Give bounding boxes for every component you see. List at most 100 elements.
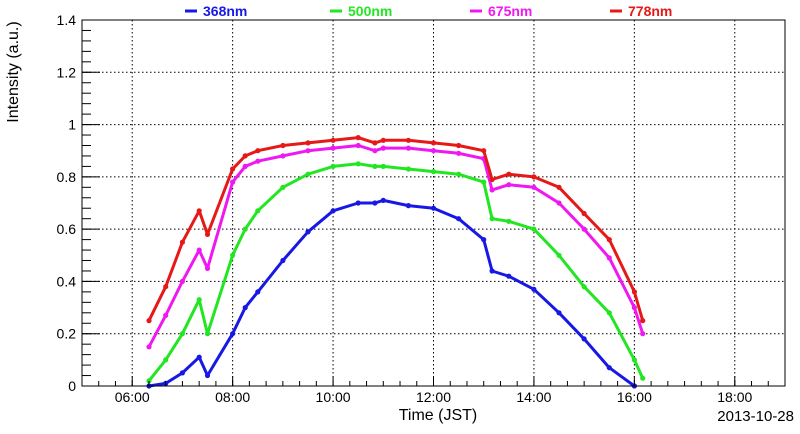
data-point [489,176,495,183]
data-point [640,331,646,337]
data-point [380,145,386,151]
data-point [355,161,361,167]
data-point [280,184,286,190]
data-point [255,289,261,295]
data-point [280,257,286,264]
data-point [305,171,311,177]
x-axis-title: Time (JST) [399,407,478,424]
axis-ticks: 06:00 08:00 10:00 12:00 14:00 16:00 18:00 0 0.2 0… [57,12,786,405]
data-point [179,278,185,284]
y-tick-label: 1.4 [57,12,77,28]
data-point [204,265,211,271]
data-point [242,153,248,159]
data-point [531,286,537,292]
data-point [146,378,152,384]
data-point [606,365,612,371]
x-tick-label: 06:00 [115,389,150,405]
data-point [146,318,152,324]
data-point [405,166,411,172]
data-point [355,135,361,141]
data-point [481,148,487,154]
data-point [330,163,336,169]
data-point [230,166,236,172]
legend-label: 675nm [488,3,532,19]
data-point [230,179,236,185]
data-point [196,208,202,214]
data-point [631,305,638,311]
data-point [489,216,495,222]
data-point [330,145,336,151]
data-point [163,284,169,290]
legend-label: 500nm [348,3,392,19]
data-point [581,210,587,217]
data-point [531,174,537,180]
y-axis-title: Intensity (a.u.) [5,21,22,122]
data-point [179,331,185,337]
series-trace [147,144,645,348]
data-point [456,171,462,177]
data-point [606,255,612,261]
y-tick-label: 0.4 [57,273,77,289]
data-point [606,310,612,316]
data-point [430,148,437,154]
data-point [631,289,638,295]
data-point [631,357,638,363]
data-point [163,312,169,318]
data-point [489,268,495,274]
data-point [330,208,336,214]
x-tick-label: 12:00 [416,389,451,405]
data-point [556,200,562,206]
data-series [146,135,646,389]
x-tick-label: 14:00 [516,389,551,405]
data-point [204,372,211,379]
data-point [196,247,202,253]
data-point [489,187,495,193]
data-point [456,150,462,156]
data-point [380,137,386,143]
data-point [372,163,378,169]
data-point [380,163,386,169]
data-point [380,197,386,203]
data-point [305,229,311,235]
data-point [506,171,512,177]
y-tick-label: 0.2 [57,326,77,342]
series-368nm [146,197,638,389]
data-point [481,237,487,243]
data-point [242,163,248,169]
data-point [355,200,361,206]
data-point [196,297,202,303]
series-trace [147,136,645,322]
data-point [430,140,437,146]
date-label: 2013-10-28 [717,408,794,425]
data-point [581,226,587,232]
data-point [372,140,378,146]
data-point [242,226,248,232]
data-point [405,203,411,209]
data-point [456,216,462,222]
series-trace [147,162,645,382]
data-point [196,354,202,360]
data-point [372,200,378,206]
data-point [163,357,169,363]
grid-lines [82,20,785,386]
data-point [430,205,437,211]
data-point [506,273,512,279]
y-tick-label: 0.8 [57,169,77,185]
data-point [405,137,411,143]
data-point [581,336,587,342]
data-point [456,142,462,149]
data-point [556,252,562,258]
data-point [355,142,361,149]
x-tick-label: 10:00 [316,389,351,405]
y-tick-label: 0.6 [57,221,77,237]
data-point [372,148,378,154]
data-point [531,226,537,232]
data-point [230,331,236,337]
data-point [242,305,248,311]
x-tick-label: 18:00 [717,389,752,405]
data-point [305,148,311,154]
data-point [280,153,286,159]
